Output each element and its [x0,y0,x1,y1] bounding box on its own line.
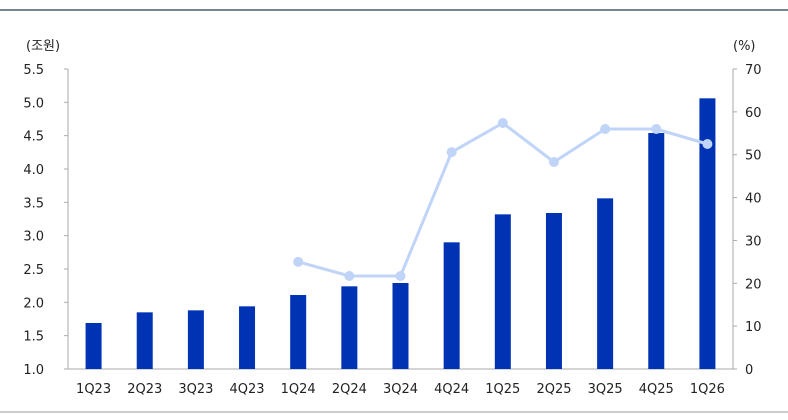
right-tick-label: 60 [745,106,762,121]
x-tick-label: 3Q25 [588,382,623,397]
left-tick-label: 3.5 [23,196,44,211]
right-tick-label: 10 [745,320,762,335]
x-tick-label: 2Q23 [127,382,162,397]
bar [648,133,665,369]
left-tick-label: 5.0 [23,96,44,111]
right-tick-label: 30 [745,234,762,249]
x-tick-label: 3Q23 [178,382,213,397]
line-point [293,256,304,267]
left-tick-label: 2.5 [23,263,44,278]
line-point [600,124,611,134]
left-tick-label: 1.5 [23,330,44,345]
left-tick-label: 4.5 [23,130,44,145]
left-tick-label: 4.0 [23,163,44,178]
right-axis-unit: (%) [733,39,756,54]
bar [85,323,102,369]
line-point [651,124,662,134]
x-tick-label: 1Q26 [690,382,725,397]
x-tick-label: 1Q24 [281,382,316,397]
line-point [344,271,355,281]
right-tick-label: 20 [745,277,762,292]
line-point [497,118,508,128]
left-tick-label: 1.0 [23,363,44,378]
bar [392,283,409,369]
bar [494,214,511,369]
x-tick-label: 3Q24 [383,382,418,397]
bar [699,98,716,369]
bar [136,312,153,369]
left-axis-unit: (조원) [26,39,60,54]
left-tick-label: 3.0 [23,230,44,245]
right-tick-label: 40 [745,192,762,207]
left-tick-label: 5.5 [23,63,44,78]
bar [545,213,562,369]
x-tick-label: 4Q23 [230,382,265,397]
line-point [702,139,713,149]
right-tick-label: 50 [745,149,762,164]
x-tick-label: 1Q25 [485,382,520,397]
bar [239,306,256,369]
x-tick-label: 1Q23 [76,382,111,397]
right-tick-label: 0 [745,363,753,378]
bar [443,242,460,369]
bar [341,286,358,369]
x-tick-label: 4Q24 [434,382,469,397]
x-tick-label: 2Q24 [332,382,367,397]
line-point [446,147,457,158]
line-point [395,271,406,281]
bar [290,295,307,369]
line-point [548,157,559,167]
left-tick-label: 2.0 [23,296,44,311]
right-tick-label: 70 [745,63,762,78]
x-tick-label: 2Q25 [536,382,571,397]
x-tick-label: 4Q25 [639,382,674,397]
bar [187,310,204,369]
bar [597,198,614,369]
